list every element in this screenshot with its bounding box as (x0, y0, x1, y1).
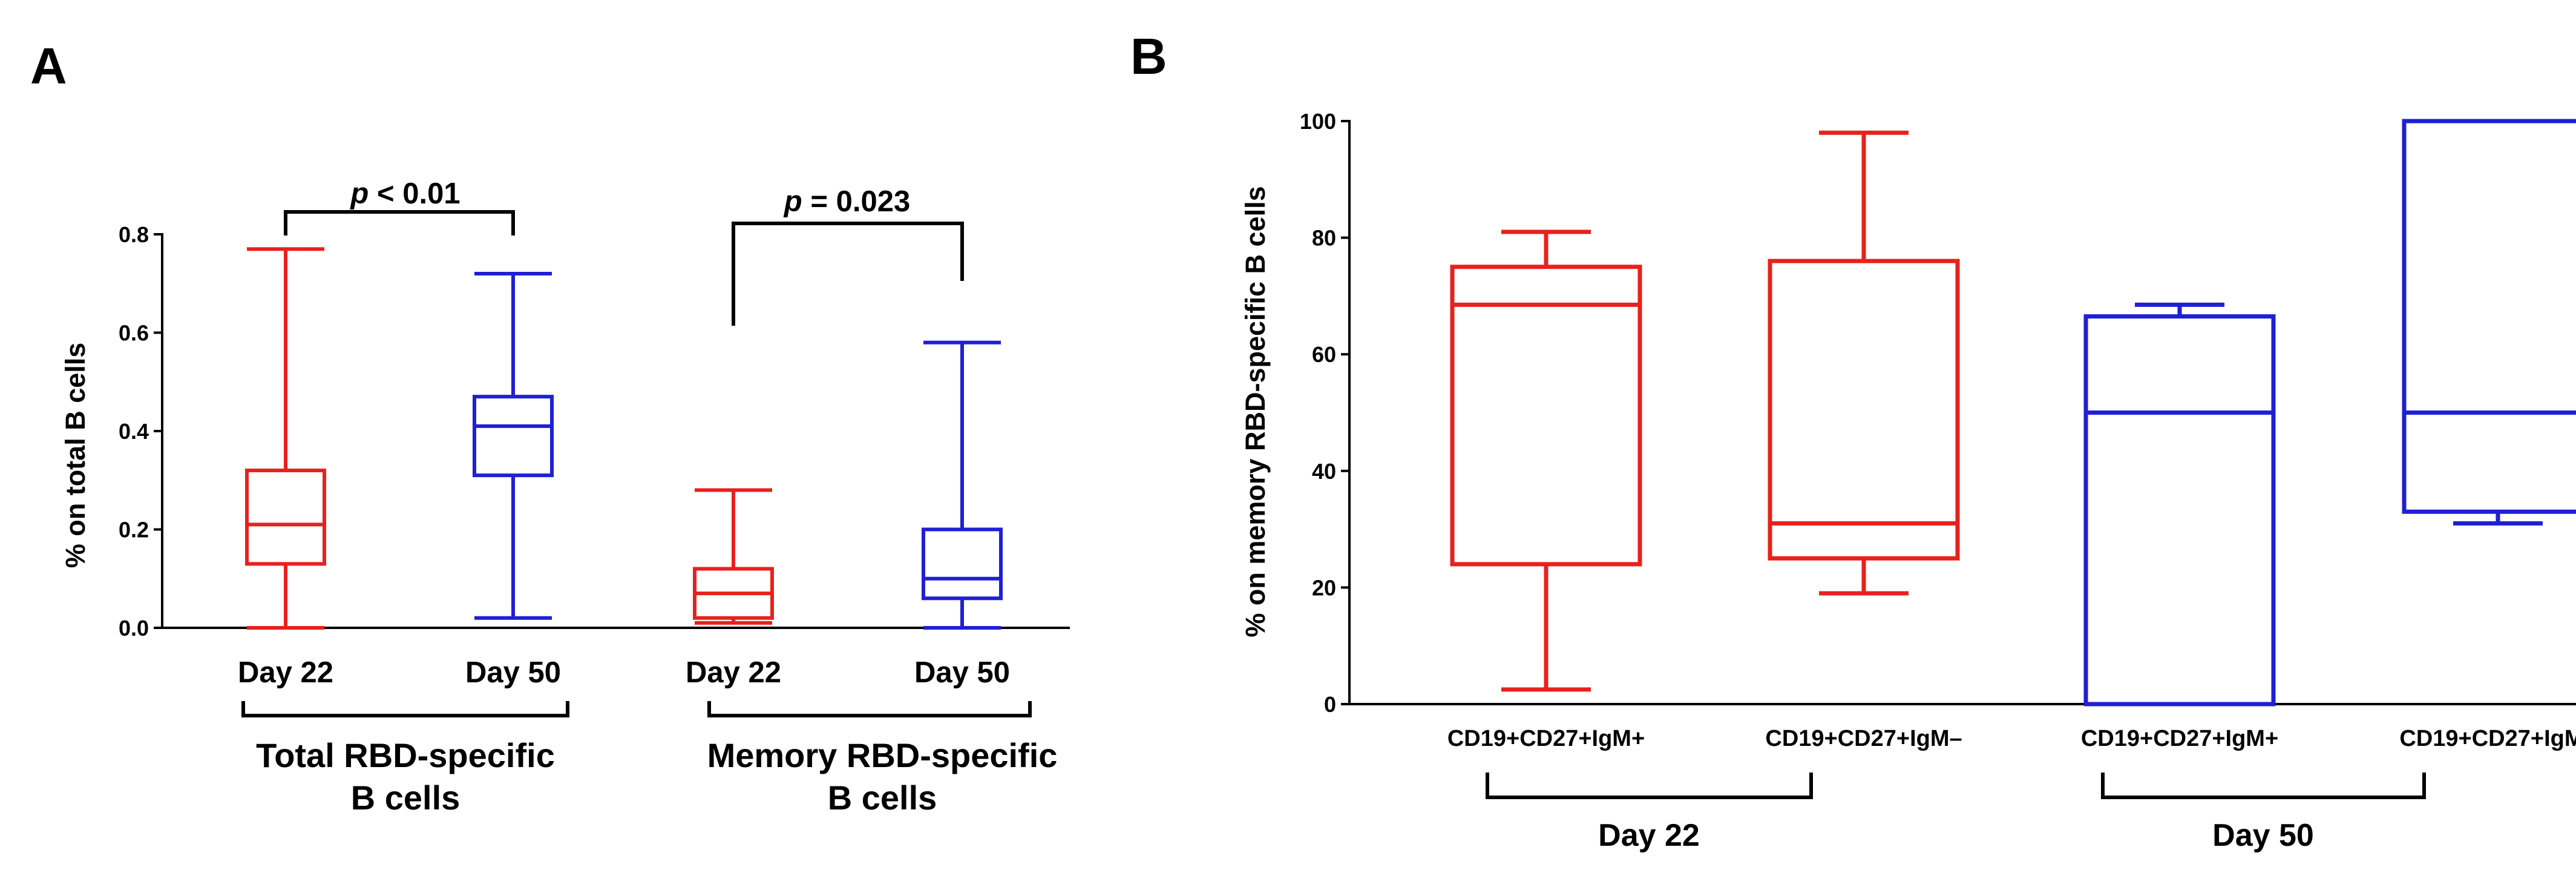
panel-b-box-iqr-box (2083, 314, 2276, 707)
panel-a-group-label-memory-line2: B cells (828, 779, 937, 817)
panel-b-y-axis: 0 20 40 60 80 100 (1300, 109, 2576, 717)
panel-b-y-tick-label: 80 (1312, 226, 1336, 251)
panel-a-label: A (30, 38, 67, 94)
panel-a: A % on total B cells 0.0 0.2 0.4 0.6 0.8 Day… (30, 38, 1070, 817)
panel-a-box-iqr-box (922, 527, 1003, 601)
panel-a-y-tick-label: 0.8 (119, 222, 149, 247)
panel-a-category-label: Day 22 (238, 656, 333, 689)
panel-b: B % on memory RBD-specific B cells 0 20 40… (1130, 28, 2576, 853)
panel-b-y-tick-label: 100 (1300, 109, 1336, 134)
panel-a-box-iqr-box (245, 469, 326, 566)
panel-b-group-bracket-day22 (1486, 773, 1813, 799)
panel-b-group-label-day22: Day 22 (1598, 818, 1700, 853)
panel-a-p-value-total: p < 0.01 (349, 177, 460, 210)
panel-b-category-label: CD19+CD27+IgM+ (2081, 726, 2278, 751)
panel-a-y-tick-label: 0.0 (119, 616, 149, 641)
panel-a-significance-bracket-memory (732, 222, 964, 326)
panel-a-group-bracket-total (241, 701, 569, 717)
panel-b-y-tick-label: 40 (1312, 459, 1336, 484)
panel-a-boxes (245, 247, 1003, 630)
panel-a-category-label: Day 50 (465, 656, 561, 689)
panel-a-category-label: Day 50 (914, 656, 1010, 689)
panel-b-boxes (1450, 119, 2576, 707)
panel-a-y-tick-label: 0.2 (119, 518, 149, 542)
panel-b-y-tick-label: 60 (1312, 342, 1336, 367)
panel-b-group-label-day50: Day 50 (2212, 818, 2314, 853)
panel-a-group-label-total-line2: B cells (351, 779, 460, 817)
panel-b-box-iqr-box (1450, 265, 1642, 567)
panel-b-category-label: CD19+CD27+IgM– (1765, 726, 1962, 751)
panel-a-group-label-memory-line1: Memory RBD-specific (707, 736, 1058, 774)
panel-a-significance-bracket-total (284, 210, 515, 236)
panel-b-y-tick-label: 0 (1324, 692, 1336, 717)
panel-a-group-label-total-line1: Total RBD-specific (256, 736, 555, 774)
panel-b-box-iqr-box (2402, 119, 2576, 514)
panel-a-y-tick-label: 0.4 (119, 419, 149, 444)
panel-b-label: B (1130, 28, 1167, 85)
panel-b-category-label: CD19+CD27+IgM+ (1447, 726, 1645, 751)
panel-a-group-bracket-memory (707, 701, 1032, 717)
panel-b-box-iqr-box (1768, 259, 1960, 561)
panel-b-y-axis-label: % on memory RBD-specific B cells (1240, 186, 1271, 637)
panel-a-category-label: Day 22 (686, 656, 781, 689)
panel-b-group-bracket-day50 (2101, 773, 2426, 799)
panel-b-category-label: CD19+CD27+IgM– (2399, 726, 2576, 751)
panel-a-p-value-memory: p = 0.023 (783, 185, 910, 218)
panel-b-y-tick-label: 20 (1312, 575, 1336, 600)
panel-a-box-iqr-box (473, 395, 554, 478)
panel-a-y-tick-label: 0.6 (119, 321, 149, 346)
panel-a-y-axis-label: % on total B cells (60, 343, 91, 568)
